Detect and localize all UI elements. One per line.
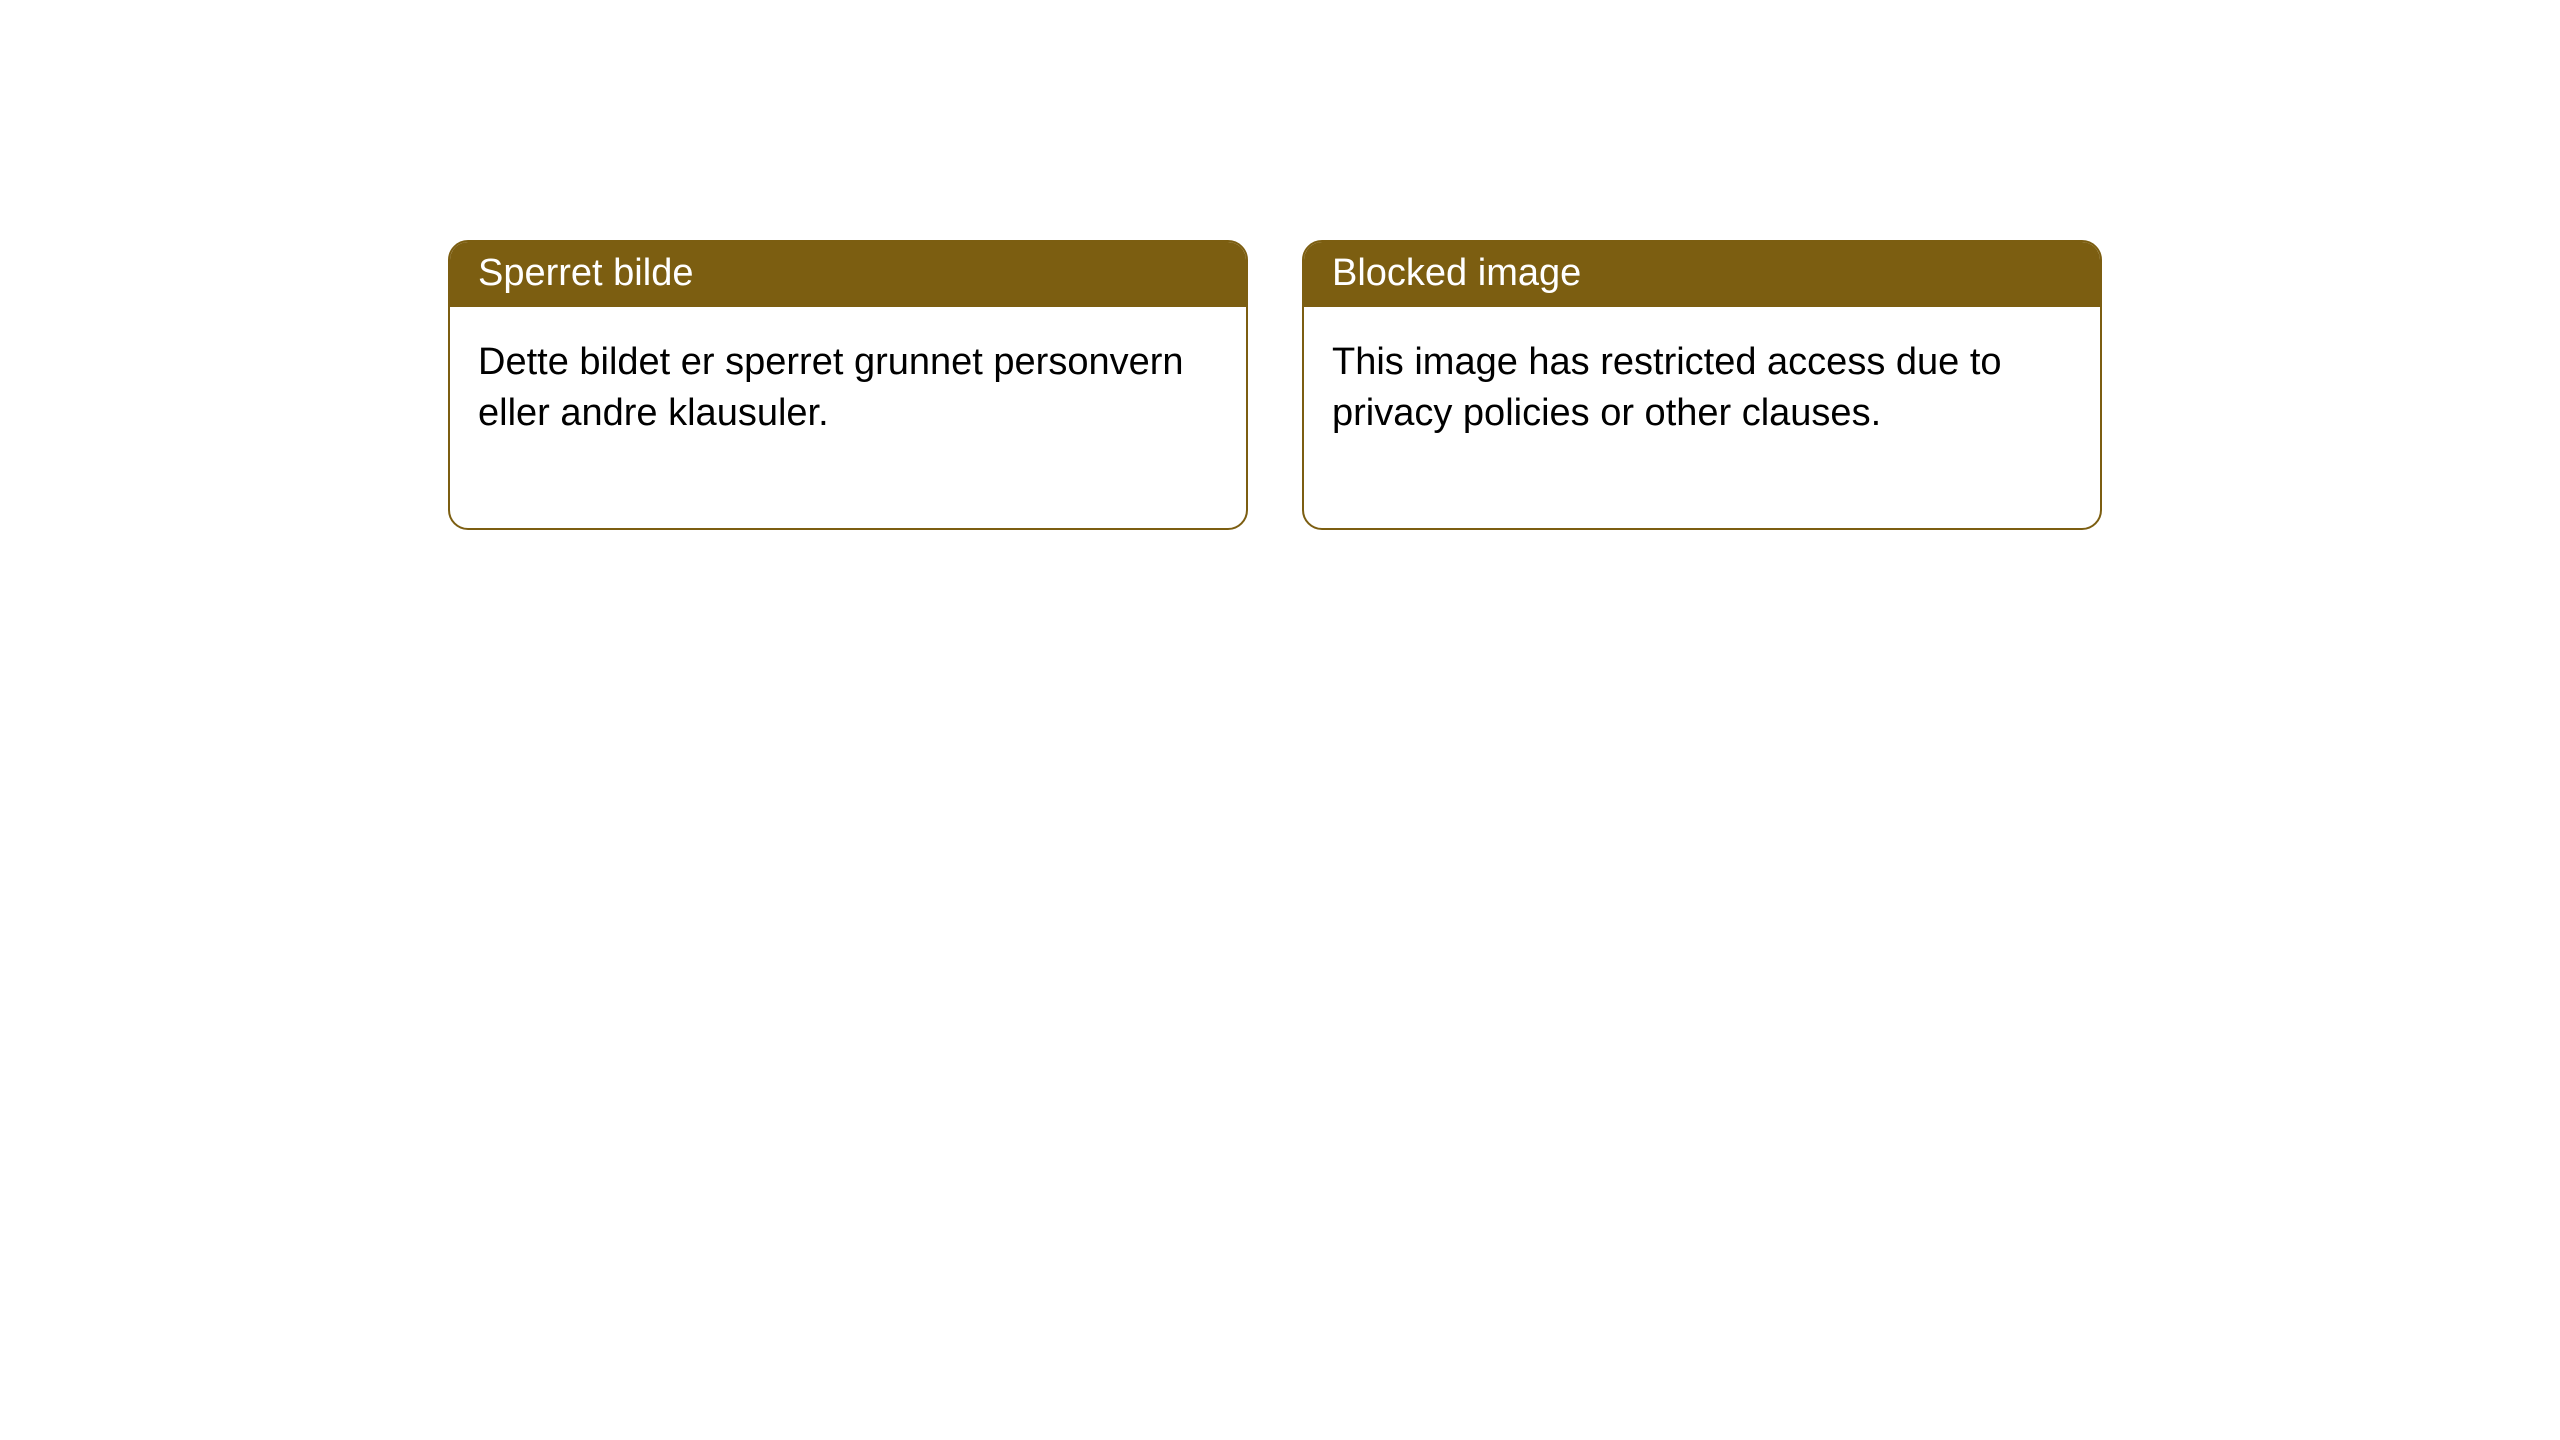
notice-header: Sperret bilde <box>450 242 1246 307</box>
notice-title: Blocked image <box>1332 252 1581 294</box>
notice-container: Sperret bilde Dette bildet er sperret gr… <box>0 0 2560 530</box>
notice-body: This image has restricted access due to … <box>1304 307 2100 528</box>
notice-card-english: Blocked image This image has restricted … <box>1302 240 2102 530</box>
notice-title: Sperret bilde <box>478 252 693 294</box>
notice-card-norwegian: Sperret bilde Dette bildet er sperret gr… <box>448 240 1248 530</box>
notice-body-text: Dette bildet er sperret grunnet personve… <box>478 341 1184 434</box>
notice-header: Blocked image <box>1304 242 2100 307</box>
notice-body-text: This image has restricted access due to … <box>1332 341 2002 434</box>
notice-body: Dette bildet er sperret grunnet personve… <box>450 307 1246 528</box>
